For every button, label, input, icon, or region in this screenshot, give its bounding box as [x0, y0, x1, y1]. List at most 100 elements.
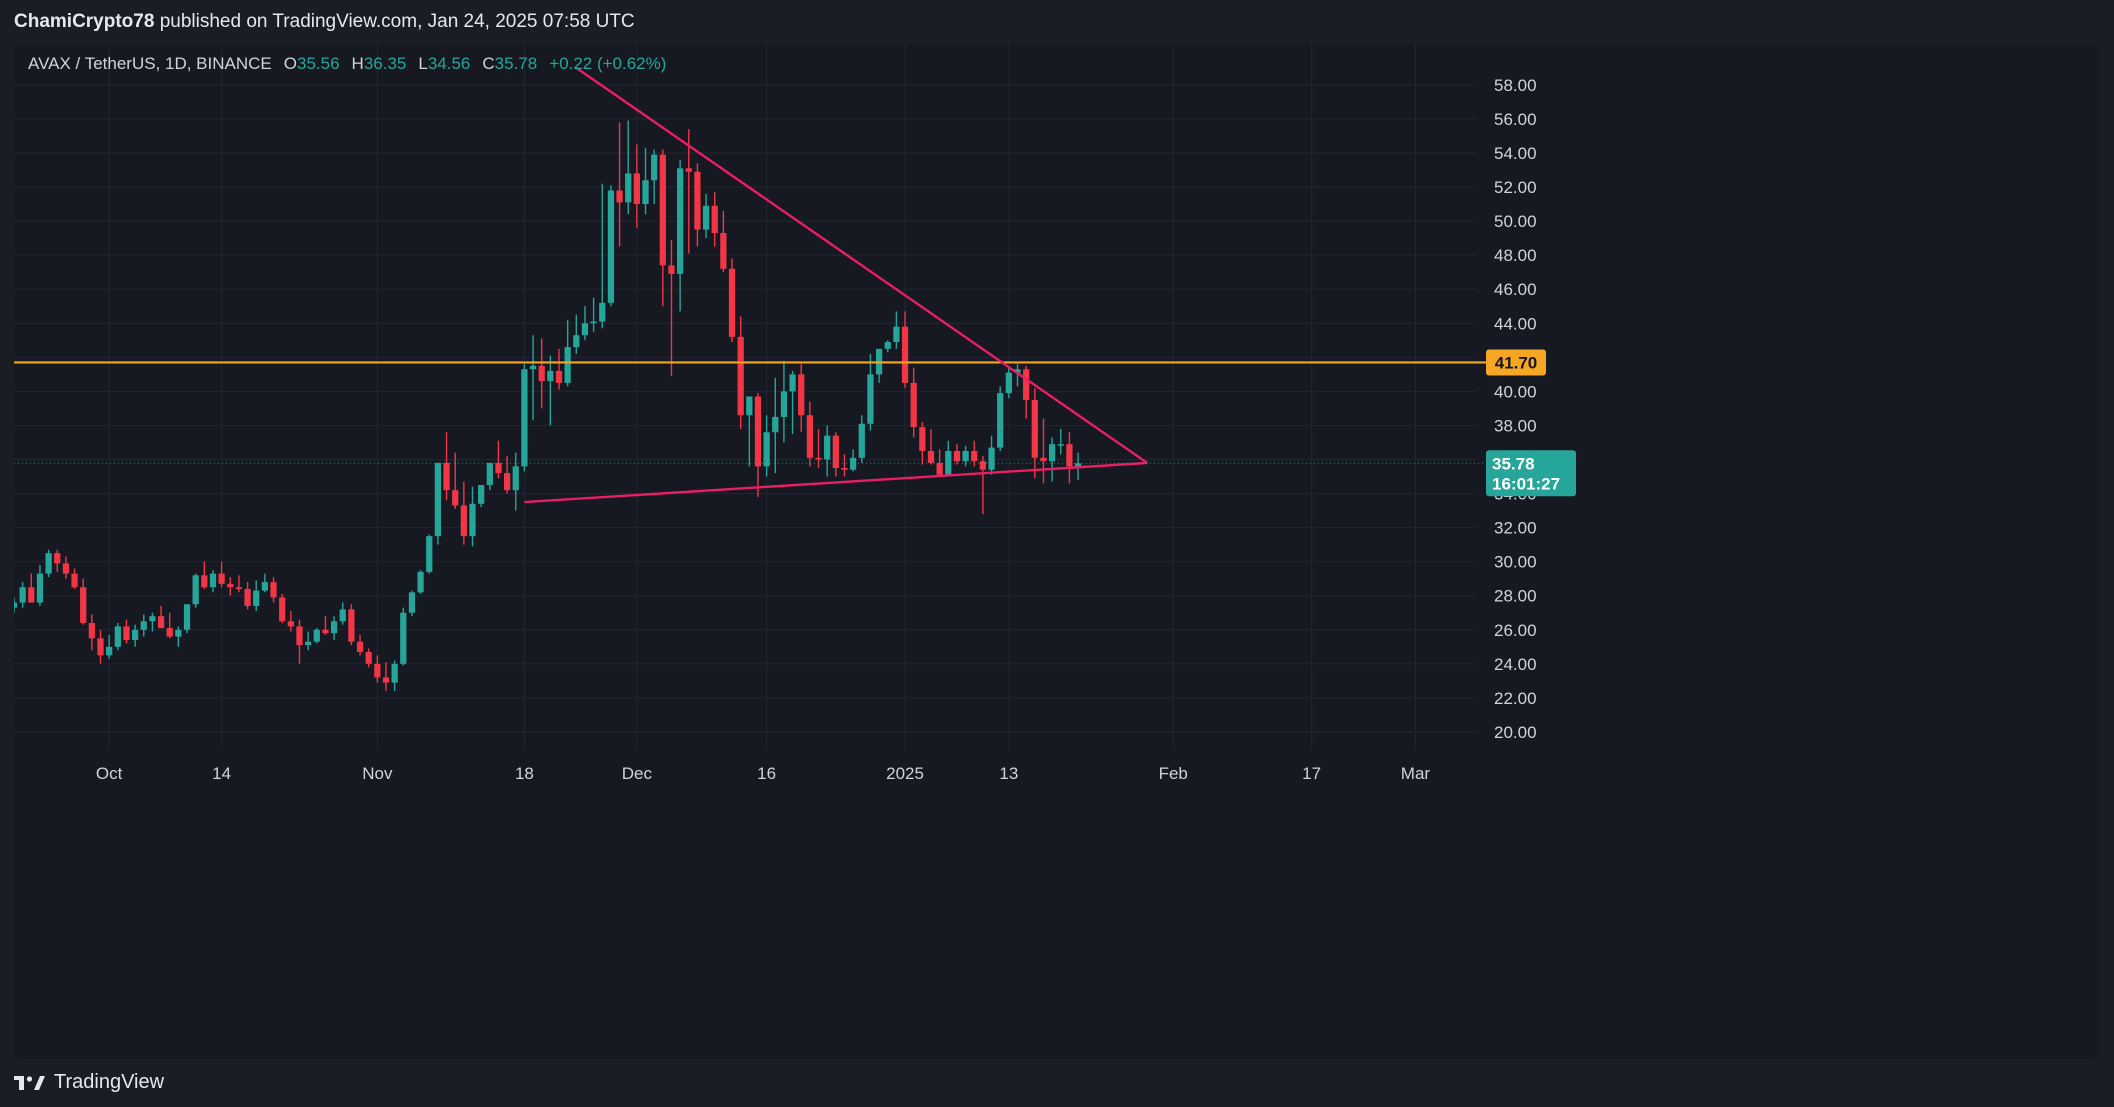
candle-down: [356, 634, 364, 656]
candle-down: [1066, 432, 1073, 484]
y-tick-label: 46.00: [1494, 280, 1537, 299]
candle-body: [175, 629, 182, 637]
candle-up: [1057, 428, 1064, 455]
candle-body: [711, 205, 718, 234]
candle-up: [651, 149, 658, 205]
price-chart[interactable]: 20.0022.0024.0026.0028.0030.0032.0034.00…: [14, 44, 2100, 1059]
y-tick-label: 30.00: [1494, 553, 1537, 572]
y-tick-label: 22.00: [1494, 689, 1537, 708]
candle-body: [772, 416, 779, 433]
trendline: [524, 461, 1148, 504]
y-tick-label: 44.00: [1494, 314, 1537, 333]
candle-body: [80, 587, 87, 623]
candle-down: [711, 192, 718, 247]
x-tick-label: 18: [515, 764, 534, 783]
open-value: 35.56: [297, 54, 340, 73]
publish-info: published on TradingView.com, Jan 24, 20…: [154, 11, 635, 32]
candle-body: [538, 365, 545, 382]
trendline: [575, 66, 1148, 464]
candle-up: [858, 415, 865, 463]
candle-up: [1048, 437, 1056, 482]
candle-up: [789, 370, 796, 434]
candle-down: [694, 163, 701, 247]
x-tick-label: Feb: [1159, 764, 1188, 783]
candle-down: [728, 258, 736, 343]
candle-down: [80, 578, 87, 625]
high-value: 36.35: [363, 54, 407, 73]
candle-up: [988, 435, 995, 475]
candle-body: [884, 342, 891, 349]
candle-body: [1066, 444, 1073, 467]
candle-down: [244, 582, 251, 610]
candle-down: [348, 604, 355, 646]
candle-down: [218, 561, 225, 588]
candle-body: [901, 326, 909, 383]
candle-up: [875, 348, 883, 383]
candle-down: [720, 210, 727, 273]
candle-body: [382, 677, 390, 683]
candle-up: [140, 614, 147, 637]
candle-body: [1031, 399, 1038, 458]
candle-up: [305, 631, 312, 651]
y-tick-label: 20.00: [1494, 723, 1537, 742]
candle-up: [36, 565, 44, 606]
candle-down: [841, 454, 848, 477]
candle-up: [469, 486, 476, 547]
level-price-label: 41.70: [1495, 353, 1538, 372]
candle-body: [893, 326, 900, 343]
author-name[interactable]: ChamiCrypto78: [14, 11, 155, 32]
candle-up: [893, 311, 900, 349]
candle-down: [685, 129, 692, 254]
candle-body: [547, 370, 554, 382]
candle-body: [529, 365, 537, 370]
candle-body: [841, 468, 848, 470]
candle-up: [408, 590, 416, 617]
candle-body: [209, 573, 217, 588]
symbol-legend[interactable]: AVAX / TetherUS, 1D, BINANCE O35.56 H36.35…: [28, 54, 666, 74]
close-value: 35.78: [494, 54, 538, 73]
symbol-name[interactable]: AVAX / TetherUS, 1D, BINANCE: [28, 54, 272, 73]
candle-body: [806, 415, 813, 458]
candle-up: [529, 335, 537, 421]
candle-body: [1074, 463, 1082, 467]
candle-body: [945, 450, 952, 475]
candle-body: [746, 396, 753, 416]
candle-up: [1005, 367, 1012, 399]
candle-body: [858, 423, 865, 458]
candle-body: [97, 638, 104, 656]
candle-body: [131, 629, 139, 641]
candle-up: [867, 353, 874, 431]
candle-down: [919, 422, 926, 465]
candle-body: [434, 462, 442, 537]
candle-down: [815, 428, 822, 469]
candle-up: [607, 185, 615, 307]
chart-panel[interactable]: 20.0022.0024.0026.0028.0030.0032.0034.00…: [14, 44, 2100, 1059]
y-tick-label: 48.00: [1494, 246, 1537, 265]
candle-body: [651, 154, 658, 181]
candle-body: [460, 505, 467, 537]
candle-body: [348, 609, 355, 642]
x-tick-label: Nov: [362, 764, 393, 783]
candle-up: [209, 570, 217, 593]
tradingview-brand[interactable]: TradingView: [14, 1071, 164, 1094]
candle-down: [382, 662, 390, 692]
footer-bar: [0, 1059, 2114, 1107]
x-tick-label: 2025: [886, 764, 924, 783]
candle-body: [296, 626, 303, 646]
candle-up: [642, 147, 649, 215]
candle-body: [330, 621, 338, 634]
candle-up: [746, 396, 753, 467]
candle-up: [45, 549, 52, 578]
candle-body: [313, 629, 320, 642]
candle-down: [97, 629, 104, 664]
open-label: O: [283, 54, 297, 73]
candle-up: [564, 319, 571, 387]
candle-up: [434, 462, 442, 545]
candle-up: [850, 449, 857, 472]
candle-body: [702, 205, 710, 230]
candle-body: [244, 588, 251, 606]
candle-body: [927, 450, 935, 463]
candle-down: [460, 481, 467, 545]
candle-body: [227, 583, 234, 588]
